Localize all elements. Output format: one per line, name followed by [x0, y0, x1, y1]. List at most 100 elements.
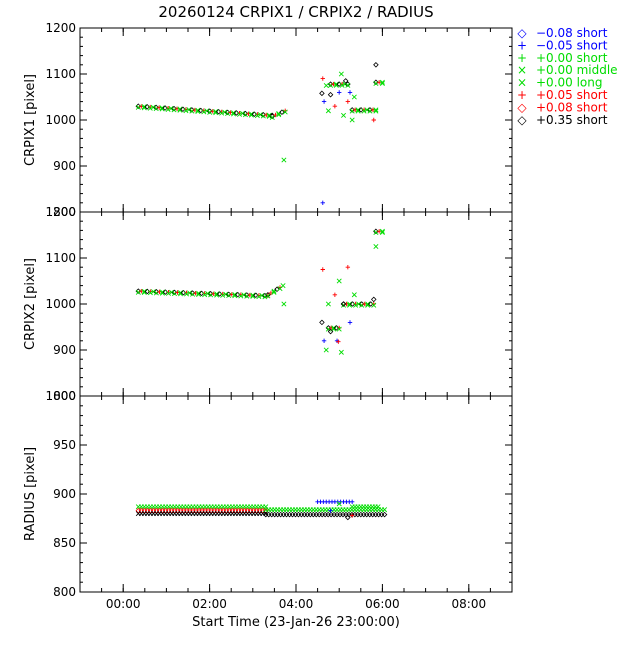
- data-point: [281, 301, 287, 307]
- data-segment: [327, 81, 351, 88]
- legend-entry: ◇ +0.08 short: [517, 100, 607, 114]
- data-point: [349, 117, 355, 123]
- data-point: [225, 111, 231, 117]
- legend-symbol: +: [517, 88, 527, 102]
- data-point: [320, 76, 325, 81]
- data-point: [323, 347, 329, 353]
- data-point: [353, 302, 359, 308]
- data-point: [269, 115, 275, 121]
- data-point: [373, 62, 379, 68]
- data-point: [379, 230, 385, 236]
- x-tick-label: 02:00: [192, 597, 227, 611]
- data-point: [177, 290, 184, 296]
- data-point: [257, 112, 263, 118]
- panel-1: 800 900 1000 1100 1200 CRPIX1 [pixel]: [23, 21, 513, 219]
- y-tick-label: 850: [53, 536, 76, 550]
- data-segment: [349, 107, 379, 114]
- y-tick-label: 900: [53, 487, 76, 501]
- data-point: [168, 289, 174, 295]
- data-segment: [373, 79, 385, 86]
- data-point: [345, 82, 351, 88]
- data-point: [196, 290, 202, 296]
- legend-label: +0.00 long: [536, 76, 603, 90]
- legend-symbol: ×: [517, 76, 527, 90]
- legend-symbol: ◇: [517, 100, 527, 114]
- y-tick-label: 1100: [45, 67, 76, 81]
- data-point: [321, 338, 327, 343]
- data-point: [186, 107, 192, 113]
- y-tick-label: 800: [53, 389, 76, 403]
- data-point: [347, 301, 353, 307]
- data-point: [338, 71, 344, 77]
- legend-label: −0.05 short: [536, 38, 608, 52]
- data-point: [241, 292, 247, 298]
- data-point: [214, 291, 220, 297]
- data-point: [279, 109, 285, 115]
- data-point: [333, 81, 339, 87]
- data-point: [325, 301, 331, 307]
- data-segment: [135, 511, 269, 517]
- data-point: [327, 91, 334, 98]
- data-segment: [135, 103, 276, 119]
- data-segment: [135, 507, 269, 514]
- legend-label: −0.08 short: [536, 26, 608, 40]
- data-point: [355, 107, 361, 113]
- data-point: [331, 326, 337, 332]
- legend-symbol: ×: [517, 63, 527, 77]
- data-point: [319, 319, 325, 326]
- data-point: [141, 104, 147, 110]
- data-point: [220, 292, 226, 298]
- data-point: [328, 508, 333, 513]
- data-point: [320, 267, 325, 272]
- data-segment: [262, 511, 388, 518]
- y-tick-label: 1000: [45, 389, 76, 403]
- data-point: [347, 320, 353, 325]
- data-point: [183, 108, 189, 114]
- y-tick-label: 1200: [45, 205, 76, 219]
- data-point: [345, 514, 351, 521]
- data-segment: [373, 228, 385, 236]
- data-segment: [269, 108, 288, 121]
- data-point: [379, 80, 385, 86]
- legend-label: +0.05 short: [536, 88, 608, 102]
- data-point: [195, 107, 201, 113]
- legend-label: +0.00 middle: [536, 63, 618, 77]
- data-point: [364, 107, 370, 113]
- data-point: [373, 107, 379, 113]
- data-point: [332, 104, 338, 109]
- y-tick-label: 800: [53, 585, 76, 599]
- data-point: [337, 90, 342, 95]
- data-point: [150, 289, 156, 295]
- legend-label: +0.35 short: [536, 113, 608, 127]
- data-point: [342, 78, 349, 84]
- data-point: [147, 290, 153, 296]
- data-point: [338, 349, 344, 355]
- data-point: [159, 105, 165, 111]
- legend-entry: ◇ +0.35 short: [517, 113, 607, 127]
- data-point: [150, 104, 156, 110]
- data-point: [222, 109, 228, 115]
- data-point: [321, 99, 327, 104]
- data-point: [274, 286, 280, 293]
- data-point: [207, 109, 213, 115]
- data-point: [177, 106, 183, 112]
- data-point: [341, 112, 347, 118]
- data-point: [336, 501, 342, 507]
- data-point: [382, 507, 388, 513]
- data-point: [141, 288, 147, 294]
- data-point: [336, 278, 342, 284]
- data-point: [189, 108, 195, 114]
- data-point: [147, 105, 153, 111]
- data-point: [171, 107, 177, 113]
- data-point: [371, 117, 376, 123]
- x-tick-label: 06:00: [365, 597, 400, 611]
- data-point: [165, 106, 171, 112]
- data-point: [347, 90, 353, 95]
- x-tick-label: 04:00: [279, 597, 314, 611]
- data-point: [371, 302, 377, 308]
- data-point: [381, 511, 388, 518]
- data-point: [319, 90, 325, 97]
